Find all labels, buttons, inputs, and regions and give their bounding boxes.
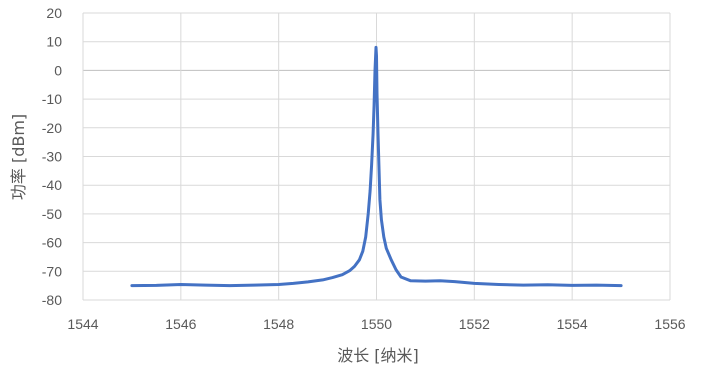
y-tick-label: -10 <box>42 91 62 107</box>
y-tick-label: -20 <box>42 120 62 136</box>
tick-labels: 20 10 0 -10 -20 -30 -40 -50 -60 -70 -80 1544 1546 154… <box>42 5 686 332</box>
y-tick-label: -60 <box>42 235 62 251</box>
x-tick-label: 1556 <box>654 316 685 332</box>
x-tick-label: 1550 <box>361 316 392 332</box>
x-tick-label: 1552 <box>459 316 490 332</box>
x-axis-title: 波长 [纳米] <box>337 346 419 365</box>
y-tick-label: 20 <box>46 5 62 21</box>
x-tick-label: 1544 <box>67 316 98 332</box>
x-tick-label: 1546 <box>165 316 196 332</box>
y-tick-label: -30 <box>42 149 62 165</box>
y-tick-label: -40 <box>42 177 62 193</box>
x-tick-label: 1548 <box>263 316 294 332</box>
x-tick-label: 1554 <box>557 316 588 332</box>
y-tick-label: -50 <box>42 206 62 222</box>
y-tick-label: 10 <box>46 34 62 50</box>
y-tick-label: -80 <box>42 292 62 308</box>
spectrum-line <box>130 45 623 288</box>
y-axis-title: 功率 [dBm] <box>9 114 28 200</box>
y-tick-label: 0 <box>54 62 62 78</box>
y-tick-label: -70 <box>42 263 62 279</box>
series-layer <box>130 45 623 288</box>
